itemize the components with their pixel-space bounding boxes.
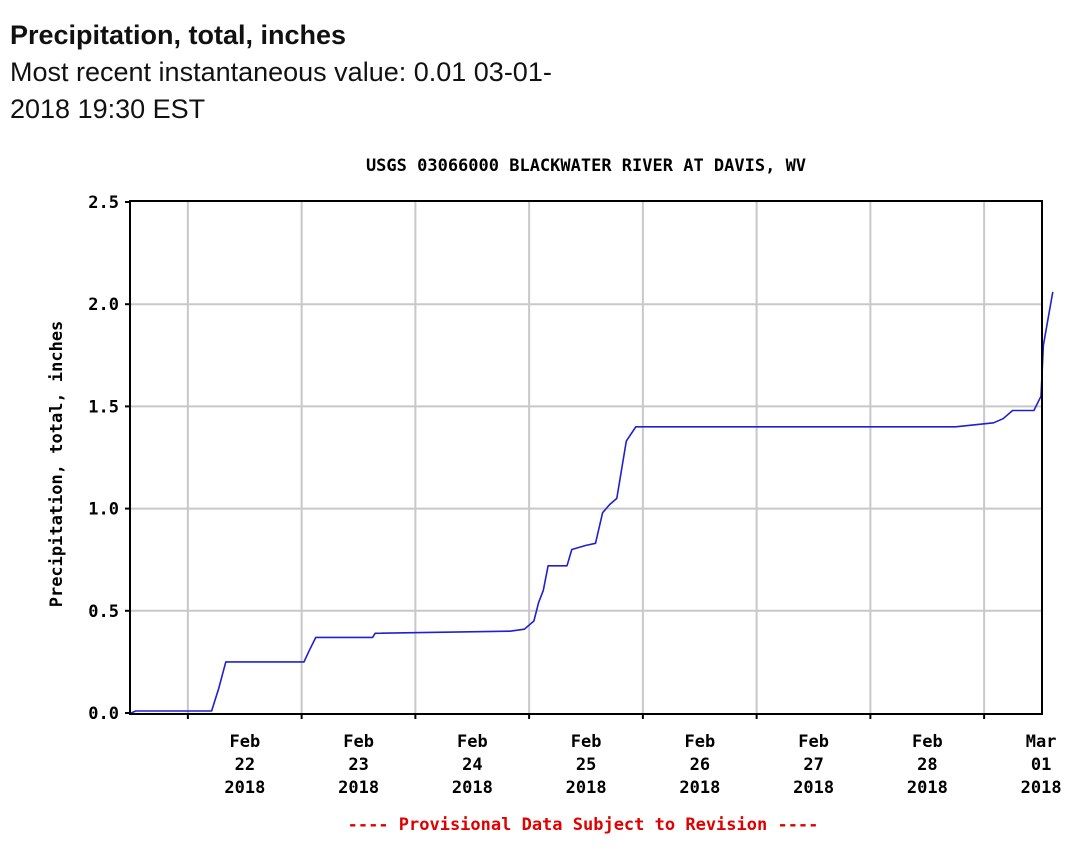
- y-tick-label: 0.0: [88, 704, 119, 724]
- x-tick-label: 2018: [793, 778, 834, 798]
- y-tick-label: 1.0: [88, 500, 119, 520]
- page-title: Precipitation, total, inches: [10, 20, 347, 50]
- x-tick-label: 28: [917, 755, 937, 775]
- y-tick-label: 2.5: [88, 193, 119, 213]
- latest-value-line-2: 2018 19:30 EST: [10, 94, 206, 124]
- x-tick-label: 2018: [1021, 778, 1062, 798]
- x-tick-label: Feb: [571, 732, 602, 752]
- y-tick-label: 1.5: [88, 397, 119, 417]
- page-header: Precipitation, total, inches Most recent…: [10, 16, 670, 128]
- x-tick-label: Mar: [1026, 732, 1057, 752]
- plot-frame: [129, 200, 1043, 715]
- y-tick-label: 2.0: [88, 295, 119, 315]
- x-tick-label: Feb: [798, 732, 829, 752]
- x-tick-label: 2018: [679, 778, 720, 798]
- y-tick-labels: 0.0 0.5 1.0 1.5 2.0 2.5: [88, 193, 131, 724]
- x-tick-label: Feb: [230, 732, 261, 752]
- x-tick-label: 2018: [452, 778, 493, 798]
- provisional-data-notice: ---- Provisional Data Subject to Revisio…: [348, 815, 819, 835]
- x-tick-label: Feb: [685, 732, 716, 752]
- chart-title: USGS 03066000 BLACKWATER RIVER AT DAVIS,…: [366, 156, 806, 176]
- x-tick-label: 26: [690, 755, 710, 775]
- x-tick-label: 2018: [566, 778, 607, 798]
- x-tick-label: Feb: [343, 732, 374, 752]
- x-tick-label: 2018: [907, 778, 948, 798]
- x-tick-label: 2018: [338, 778, 379, 798]
- x-tick-label: 01: [1031, 755, 1051, 775]
- x-tick-label: Feb: [457, 732, 488, 752]
- y-axis-label: Precipitation, total, inches: [47, 321, 67, 608]
- x-tick-label: Feb: [912, 732, 943, 752]
- x-tick-label: 2018: [224, 778, 265, 798]
- series-layer: [130, 291, 1054, 714]
- y-tick-label: 0.5: [88, 602, 119, 622]
- x-tick-label: 27: [803, 755, 823, 775]
- x-tick-label: 22: [235, 755, 255, 775]
- x-tick-label: 24: [462, 755, 482, 775]
- x-tick-label: 23: [348, 755, 368, 775]
- series-line-0: [130, 291, 1054, 714]
- x-tick-label: 25: [576, 755, 596, 775]
- latest-value-line-1: Most recent instantaneous value: 0.01 03…: [10, 57, 552, 87]
- grid-lines: [131, 202, 1041, 713]
- x-tick-labels: Feb 22 2018 Feb 23 2018 Feb 24 2018 Feb 25 2018 Feb 2…: [186, 713, 1062, 798]
